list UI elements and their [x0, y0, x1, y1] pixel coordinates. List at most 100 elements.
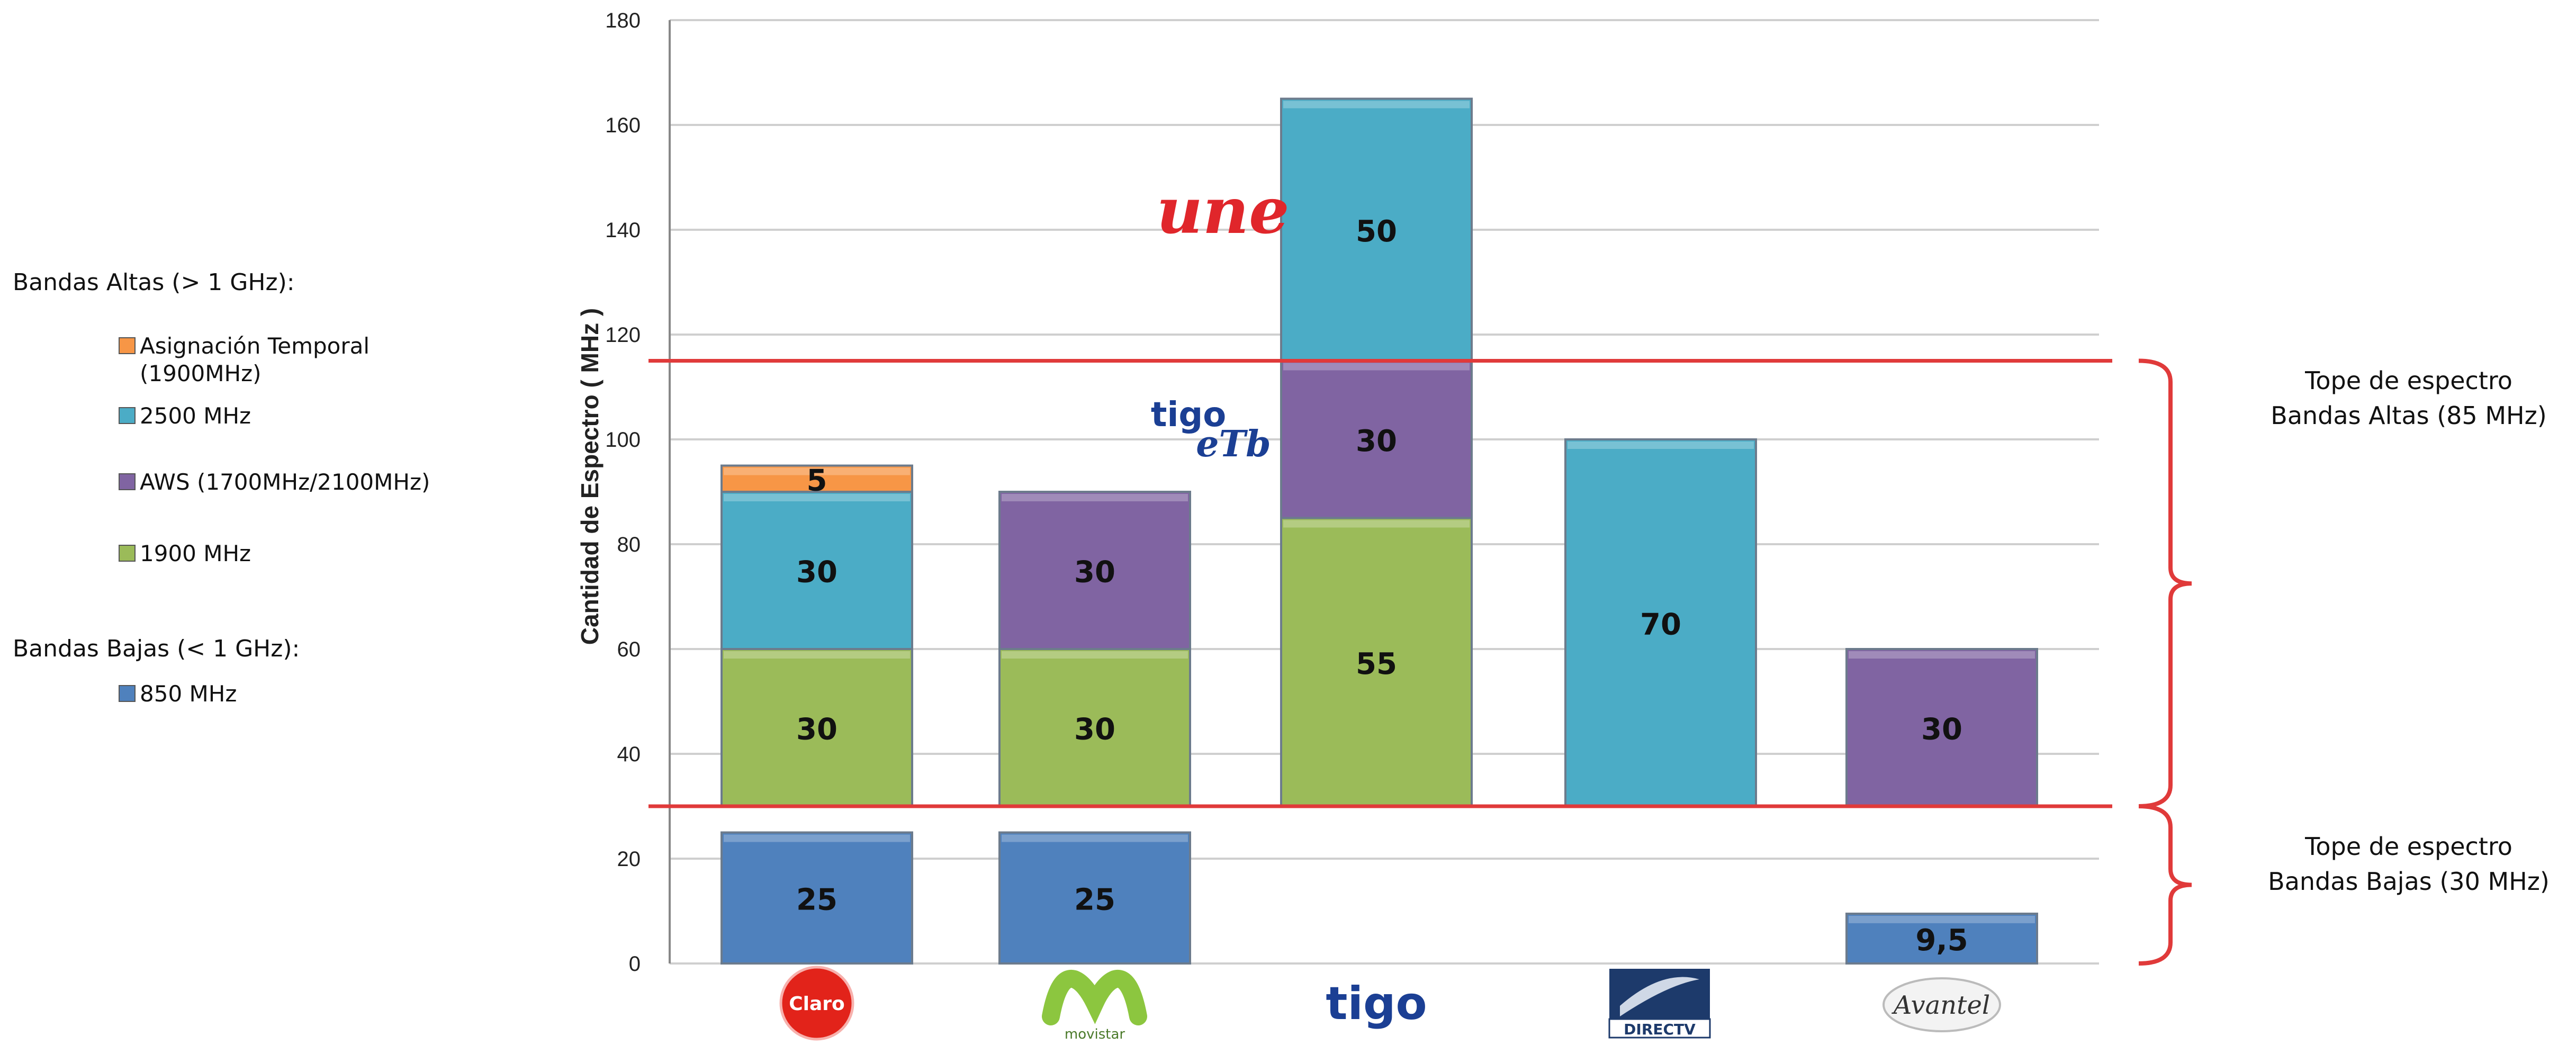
data-label: 30: [796, 555, 837, 590]
data-label: 30: [1356, 424, 1397, 458]
y-tick-label: 160: [605, 114, 641, 137]
cap-braces: Tope de espectro Bandas Altas (85 MHz) Top…: [2138, 358, 2550, 966]
data-label: 30: [796, 713, 837, 747]
legend-swatch: [119, 473, 136, 490]
une-logo-text: une: [1157, 174, 1290, 248]
legend-swatch: [119, 685, 136, 702]
movistar-logo: movistar: [1042, 969, 1147, 1042]
bar-segment: [1845, 912, 2038, 965]
data-label: 9,5: [1915, 923, 1968, 958]
legend-label: 2500 MHz: [140, 403, 251, 429]
brace-high: [2138, 358, 2192, 808]
bar-segment-highlight: [1283, 520, 1470, 528]
data-label: 25: [1074, 882, 1115, 917]
operator-logos: Claro movistar tigo DIRECTV Avantel: [779, 966, 2001, 1042]
bar-segment-highlight: [1568, 442, 1754, 449]
legend-item-aws: AWS (1700MHz/2100MHz): [119, 469, 430, 495]
y-axis-label: Cantidad de Espectro ( MHz ): [576, 308, 604, 645]
y-tick-label: 60: [617, 638, 641, 661]
plot-area: 0 20 40 60 80 100 120 140 160 180 Cantidad de Esp…: [576, 9, 2112, 976]
avantel-logo-text: Avantel: [1892, 990, 1990, 1020]
claro-logo-text: Claro: [789, 993, 845, 1015]
y-tick-label: 180: [605, 9, 641, 32]
y-tick-label: 80: [617, 533, 641, 556]
bar-segment: [998, 491, 1191, 650]
legend-item-2500: 2500 MHz: [119, 403, 251, 429]
bar-segment: [720, 648, 913, 807]
bar-segment: [720, 831, 913, 965]
legend: Bandas Altas (> 1 GHz): Asignación Tempo…: [13, 269, 430, 707]
bar-segment: [998, 648, 1191, 807]
brace-low: [2138, 804, 2192, 966]
bar-segment-highlight: [1002, 834, 1188, 842]
bars: 25 30 30 5 25 30 30 55 30 50 70 9,5 30: [720, 97, 2038, 965]
y-tick-label: 40: [617, 743, 641, 766]
directv-logo-text: DIRECTV: [1624, 1021, 1696, 1038]
bar-segment: [720, 491, 913, 650]
y-tick-label: 20: [617, 848, 641, 871]
movistar-mark: [1042, 969, 1147, 1025]
bar-segment: [1845, 648, 2038, 807]
bar-segment: [1564, 438, 1757, 807]
legend-swatch: [119, 337, 136, 354]
bar-claro: 25 30 30 5: [720, 463, 913, 965]
bar-tigo: 55 30 50: [1280, 97, 1473, 807]
data-label: 50: [1356, 214, 1397, 249]
bar-segment-highlight: [1849, 915, 2035, 923]
tigo-small-text: tigo: [1151, 395, 1226, 435]
bar-segment-highlight: [1283, 101, 1470, 109]
data-label: 30: [1074, 555, 1115, 590]
legend-item-temp: Asignación Temporal (1900MHz): [119, 333, 370, 386]
bar-movistar: 25 30 30: [998, 491, 1191, 965]
legend-label: 850 MHz: [140, 681, 237, 707]
y-tick-label: 0: [629, 952, 641, 976]
une-logo: une: [1157, 174, 1290, 248]
bar-segment-highlight: [1002, 494, 1188, 501]
directv-logo: DIRECTV: [1608, 969, 1711, 1039]
y-tick-label: 100: [605, 428, 641, 452]
bar-segment: [1280, 517, 1473, 807]
bar-segment-highlight: [1002, 651, 1188, 659]
legend-label: AWS (1700MHz/2100MHz): [140, 469, 430, 495]
data-label: 25: [796, 882, 837, 917]
bar-segment: [1280, 97, 1473, 362]
avantel-logo: Avantel: [1883, 977, 2001, 1032]
legend-label: Asignación Temporal (1900MHz): [140, 333, 370, 386]
data-label: 70: [1640, 608, 1681, 642]
data-label: 5: [807, 463, 827, 498]
data-label: 30: [1921, 713, 1962, 747]
bar-directv: 70: [1564, 438, 1757, 807]
bar-segment-highlight: [724, 467, 910, 475]
y-tick-label: 120: [605, 323, 641, 347]
tigo-logo-text: tigo: [1326, 977, 1427, 1030]
claro-logo: Claro: [779, 966, 854, 1041]
bar-segment-highlight: [1849, 651, 2035, 659]
y-tick-label: 140: [605, 219, 641, 242]
bar-segment: [1280, 359, 1473, 519]
etb-text: eTb: [1196, 423, 1271, 465]
movistar-logo-text: movistar: [1065, 1026, 1125, 1042]
annotation-high-cap: Tope de espectro Bandas Altas (85 MHz): [2271, 366, 2546, 430]
bar-segment-highlight: [724, 651, 910, 659]
data-label: 55: [1356, 647, 1397, 681]
legend-label: 1900 MHz: [140, 540, 251, 566]
bar-segment-highlight: [724, 494, 910, 501]
legend-swatch: [119, 545, 136, 562]
tigo-logo: tigo: [1326, 977, 1427, 1030]
legend-header-low: Bandas Bajas (< 1 GHz):: [13, 635, 300, 662]
bar-segment: [720, 464, 913, 493]
bar-segment-highlight: [724, 834, 910, 842]
legend-header-high: Bandas Altas (> 1 GHz):: [13, 269, 295, 296]
data-label: 30: [1074, 713, 1115, 747]
cap-lines: [648, 359, 2112, 808]
annotation-low-cap: Tope de espectro Bandas Bajas (30 MHz): [2268, 832, 2550, 896]
legend-item-1900: 1900 MHz: [119, 540, 251, 566]
bar-segment-highlight: [1283, 363, 1470, 371]
legend-item-850: 850 MHz: [119, 681, 237, 707]
bar-avantel: 9,5 30: [1845, 648, 2038, 965]
y-axis-ticks: 0 20 40 60 80 100 120 140 160 180: [605, 9, 641, 976]
legend-swatch: [119, 407, 136, 424]
